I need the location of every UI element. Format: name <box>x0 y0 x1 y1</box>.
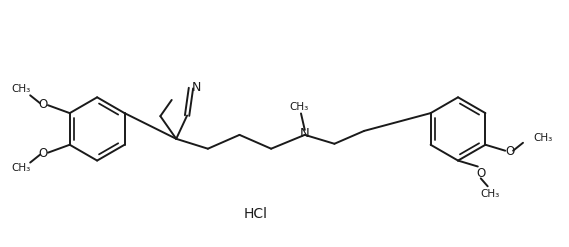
Text: O: O <box>505 145 515 158</box>
Text: HCl: HCl <box>244 207 267 221</box>
Text: CH₃: CH₃ <box>480 189 499 199</box>
Text: CH₃: CH₃ <box>11 84 31 94</box>
Text: N: N <box>192 81 201 94</box>
Text: O: O <box>39 98 48 111</box>
Text: N: N <box>300 127 310 140</box>
Text: CH₃: CH₃ <box>533 133 552 143</box>
Text: CH₃: CH₃ <box>11 164 31 173</box>
Text: O: O <box>476 167 485 180</box>
Text: O: O <box>39 147 48 160</box>
Text: CH₃: CH₃ <box>290 102 308 112</box>
